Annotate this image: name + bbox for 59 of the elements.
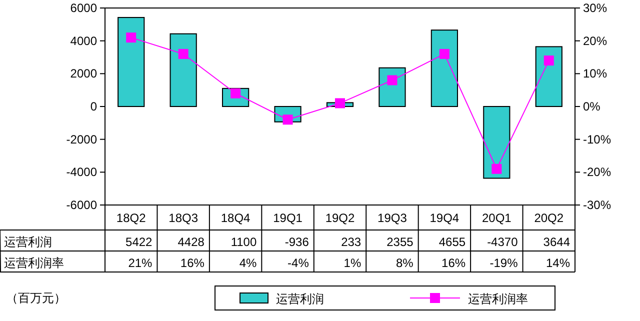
bar: [118, 16, 145, 107]
data-label: 16%: [180, 256, 205, 270]
x-tick-label: 19Q4: [430, 211, 460, 225]
bar: [483, 106, 510, 179]
legend-label: 运营利润率: [468, 292, 528, 306]
x-tick-label: 19Q2: [325, 211, 355, 225]
point: [439, 48, 450, 59]
point: [126, 32, 136, 43]
x-tick-label: 18Q4: [220, 211, 251, 225]
point: [282, 114, 293, 125]
point: [178, 48, 188, 59]
y-tick-label: -4000: [66, 165, 98, 180]
data-label: 21%: [128, 256, 153, 270]
data-label: 1%: [344, 256, 362, 270]
data-label: -936: [284, 235, 310, 249]
x-tick-label: 19Q1: [273, 211, 303, 225]
x-tick-label: 20Q1: [482, 211, 512, 225]
y-tick-label: 2000: [70, 66, 98, 81]
bar: [535, 46, 562, 107]
data-label: -4370: [487, 235, 518, 249]
x-tick-label: 20Q2: [534, 211, 564, 225]
point: [387, 75, 398, 86]
x-tick-label: 18Q2: [116, 211, 146, 225]
data-label: 1100: [230, 235, 257, 249]
x-tick-label: 19Q3: [378, 211, 408, 225]
y2-tick-label: -30%: [583, 198, 612, 212]
data-label: 4428: [178, 235, 205, 249]
point: [544, 56, 554, 66]
text: 运营利润: [4, 235, 52, 249]
legend-label: 运营利润: [276, 292, 324, 306]
y2-tick-label: 10%: [583, 66, 608, 81]
y2-tick-label: 0%: [583, 100, 601, 114]
data-label: 2355: [386, 235, 414, 249]
y2-tick-label: 30%: [583, 1, 608, 15]
data-label: 8%: [396, 256, 414, 270]
data-label: 4%: [239, 256, 257, 270]
text: （百万元）: [6, 291, 66, 305]
text: 运营利润率: [4, 256, 64, 270]
point: [335, 98, 345, 108]
y-tick-label: 0: [90, 100, 98, 114]
data-label: 4655: [438, 235, 466, 249]
bar: [170, 33, 197, 107]
data-label: -4%: [288, 256, 310, 270]
y-tick-label: -2000: [66, 132, 98, 146]
data-label: 233: [341, 235, 362, 249]
bar: [430, 30, 458, 107]
data-label: 14%: [546, 256, 570, 270]
y-tick-label: 6000: [70, 1, 98, 15]
y2-tick-label: -20%: [583, 165, 612, 180]
data-label: -19%: [490, 256, 518, 270]
data-label: 5422: [126, 235, 153, 249]
y-tick-label: 4000: [70, 34, 98, 48]
x-tick-label: 18Q3: [168, 211, 198, 225]
point: [492, 164, 502, 174]
data-label: 16%: [442, 256, 466, 270]
y2-tick-label: -10%: [583, 132, 612, 146]
y2-tick-label: 20%: [583, 34, 608, 48]
y-tick-label: -6000: [66, 198, 98, 212]
data-label: 3644: [543, 235, 570, 249]
